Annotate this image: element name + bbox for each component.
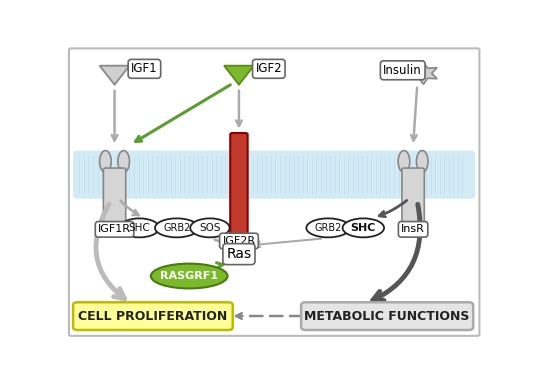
Text: IGF1: IGF1 — [131, 62, 158, 75]
Text: SHC: SHC — [350, 223, 376, 233]
Text: IGF2: IGF2 — [256, 62, 282, 75]
Text: SHC: SHC — [128, 223, 150, 233]
Text: IGF1R: IGF1R — [98, 224, 131, 234]
Text: InsR: InsR — [401, 224, 425, 234]
Text: GRB2: GRB2 — [315, 223, 342, 233]
FancyBboxPatch shape — [69, 49, 479, 336]
Text: IGF2R: IGF2R — [223, 236, 256, 246]
Ellipse shape — [342, 218, 384, 237]
Polygon shape — [224, 66, 254, 85]
FancyBboxPatch shape — [73, 302, 233, 330]
Ellipse shape — [307, 218, 350, 237]
Ellipse shape — [155, 218, 198, 237]
FancyBboxPatch shape — [103, 168, 126, 224]
Text: METABOLIC FUNCTIONS: METABOLIC FUNCTIONS — [304, 310, 470, 323]
Text: CELL PROLIFERATION: CELL PROLIFERATION — [78, 310, 227, 323]
Text: Ras: Ras — [226, 247, 251, 261]
Text: SOS: SOS — [199, 223, 220, 233]
Text: GRB2: GRB2 — [163, 223, 190, 233]
FancyBboxPatch shape — [301, 302, 473, 330]
FancyBboxPatch shape — [402, 168, 424, 224]
Ellipse shape — [100, 150, 111, 172]
Ellipse shape — [416, 150, 428, 172]
Ellipse shape — [190, 218, 230, 237]
Ellipse shape — [120, 218, 159, 237]
Polygon shape — [100, 66, 129, 85]
FancyBboxPatch shape — [73, 150, 475, 199]
Polygon shape — [410, 62, 437, 84]
Ellipse shape — [398, 150, 410, 172]
Text: Insulin: Insulin — [384, 64, 422, 77]
Ellipse shape — [118, 150, 129, 172]
Ellipse shape — [151, 264, 227, 288]
Text: RASGRF1: RASGRF1 — [160, 271, 218, 281]
FancyBboxPatch shape — [230, 133, 248, 235]
